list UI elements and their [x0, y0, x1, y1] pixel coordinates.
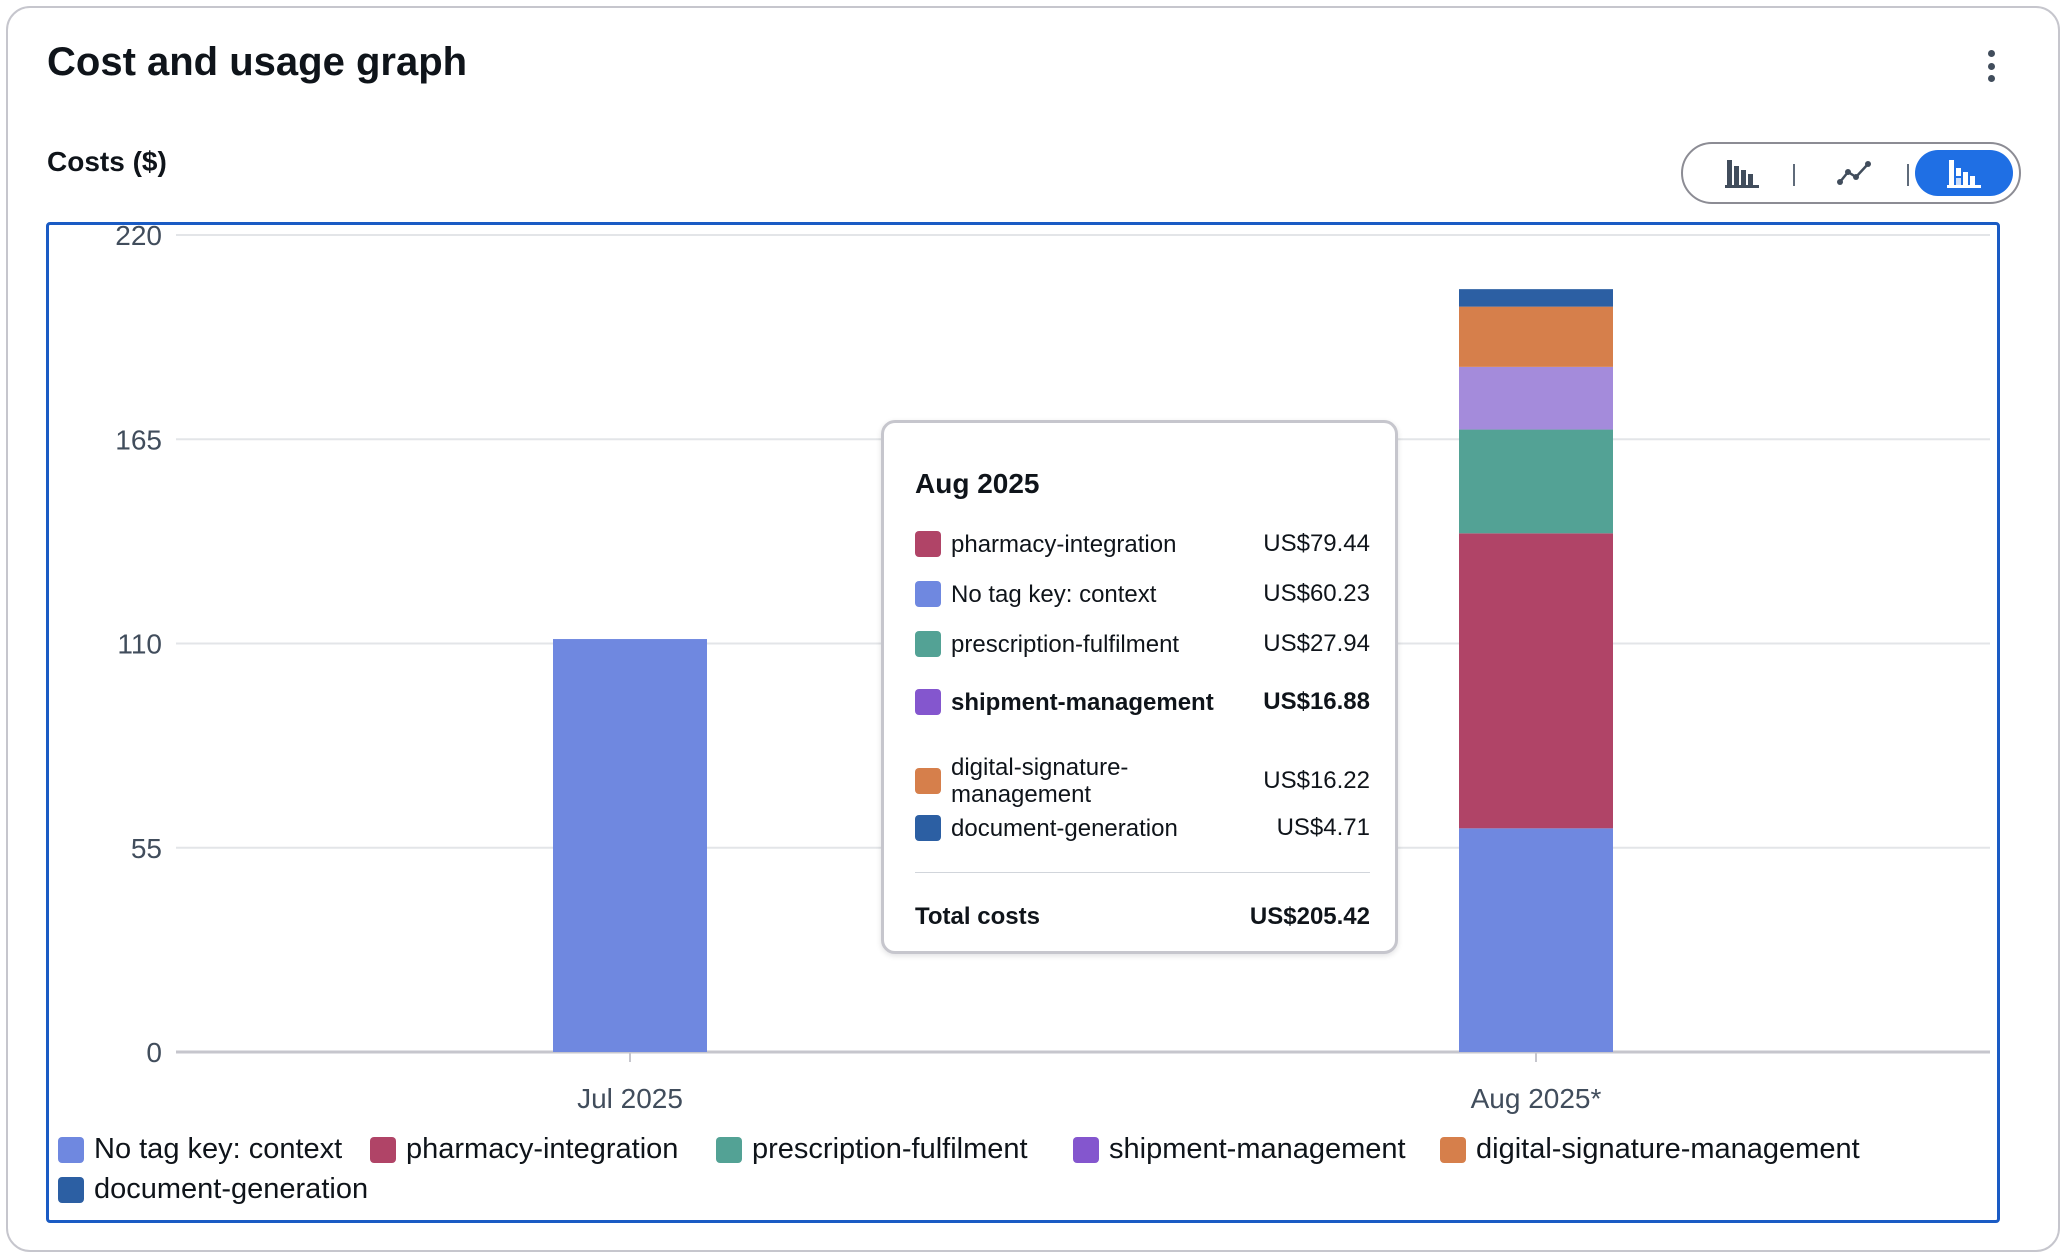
legend-swatch	[58, 1176, 84, 1203]
tooltip-swatch	[915, 631, 941, 657]
y-tick-label: 165	[115, 424, 162, 455]
legend-label: prescription-fulfilment	[752, 1133, 1028, 1165]
tooltip-row: shipment-management US$16.88	[915, 688, 1370, 716]
y-tick-label: 220	[115, 220, 162, 251]
tooltip-row-label: shipment-management	[951, 688, 1214, 716]
legend-label: pharmacy-integration	[406, 1133, 679, 1165]
legend-label: digital-signature-management	[1476, 1133, 1860, 1165]
chart-type-toggle	[1681, 142, 2021, 204]
bar-segment	[1459, 828, 1613, 1052]
y-tick-label: 55	[131, 833, 162, 864]
stacked-bar-chart-button[interactable]	[1915, 150, 2013, 196]
tooltip-row-value: US$79.44	[1263, 530, 1370, 557]
tooltip-swatch	[915, 531, 941, 557]
tooltip-row-label: document-generation	[951, 814, 1178, 842]
tooltip-row-value: US$4.71	[1276, 814, 1370, 841]
tooltip-title: Aug 2025	[915, 468, 1040, 499]
bar-chart-icon	[1725, 160, 1759, 188]
bar-segment	[1459, 429, 1613, 534]
legend-label: shipment-management	[1109, 1133, 1406, 1165]
legend-swatch	[716, 1136, 742, 1163]
bar-segment	[1459, 306, 1613, 367]
tooltip-row: prescription-fulfilment US$27.94	[915, 630, 1370, 658]
bar-segment	[1459, 366, 1613, 430]
chart-focus-frame[interactable]	[46, 222, 2000, 1223]
bar-segment	[1459, 533, 1613, 829]
legend-swatch	[370, 1136, 396, 1163]
tooltip-row: digital-signature-management US$16.22	[915, 754, 1370, 808]
legend-item[interactable]: No tag key: context	[58, 1133, 342, 1166]
x-tick-label: Jul 2025	[577, 1083, 683, 1114]
tooltip-total: Total costs US$205.42	[915, 903, 1370, 931]
legend-swatch	[58, 1136, 84, 1163]
legend-swatch	[1073, 1136, 1099, 1163]
legend-item[interactable]: digital-signature-management	[1440, 1133, 1860, 1166]
bar-chart-button[interactable]	[1697, 150, 1787, 196]
legend-swatch	[1440, 1136, 1466, 1163]
line-chart-button[interactable]	[1809, 150, 1899, 196]
tooltip-row-value: US$27.94	[1263, 630, 1370, 657]
tooltip-total-value: US$205.42	[1249, 903, 1370, 930]
legend-label: document-generation	[94, 1173, 369, 1205]
tooltip-row-label: pharmacy-integration	[951, 530, 1177, 558]
bar-segment	[1459, 289, 1613, 307]
tooltip-divider	[915, 872, 1370, 873]
stacked-bar-chart-icon	[1947, 160, 1981, 188]
legend-label: No tag key: context	[94, 1133, 343, 1165]
x-tick-label: Aug 2025*	[1471, 1083, 1602, 1114]
y-tick-label: 0	[146, 1037, 162, 1068]
tooltip-row: pharmacy-integration US$79.44	[915, 530, 1370, 558]
y-tick-label: 110	[117, 629, 162, 660]
y-axis-title: Costs ($)	[47, 146, 167, 177]
tooltip-row-value: US$16.88	[1263, 688, 1370, 715]
bar-segment	[553, 639, 707, 1052]
toggle-separator	[1907, 164, 1909, 186]
line-chart-icon	[1837, 161, 1871, 185]
tooltip-swatch	[915, 768, 941, 794]
tooltip-swatch	[915, 689, 941, 715]
tooltip-row-label: No tag key: context	[951, 580, 1157, 608]
legend-item[interactable]: prescription-fulfilment	[716, 1133, 1028, 1166]
tooltip-row-label: prescription-fulfilment	[951, 630, 1180, 658]
tooltip-row-value: US$60.23	[1263, 580, 1370, 607]
kebab-menu-icon[interactable]	[1976, 46, 2006, 86]
legend-item[interactable]: document-generation	[58, 1173, 368, 1206]
card-title: Cost and usage graph	[47, 40, 468, 84]
tooltip-row-value: US$16.22	[1263, 767, 1370, 794]
tooltip-row: No tag key: context US$60.23	[915, 580, 1370, 608]
tooltip-row-label: digital-signature-management	[951, 754, 1129, 808]
legend-item[interactable]: shipment-management	[1073, 1133, 1406, 1166]
legend-item[interactable]: pharmacy-integration	[370, 1133, 678, 1166]
chart-tooltip: Aug 2025 pharmacy-integration US$79.44 No …	[881, 420, 1398, 954]
tooltip-total-label: Total costs	[915, 903, 1040, 930]
tooltip-swatch	[915, 581, 941, 607]
tooltip-swatch	[915, 815, 941, 841]
tooltip-row: document-generation US$4.71	[915, 814, 1370, 842]
toggle-separator	[1793, 164, 1795, 186]
